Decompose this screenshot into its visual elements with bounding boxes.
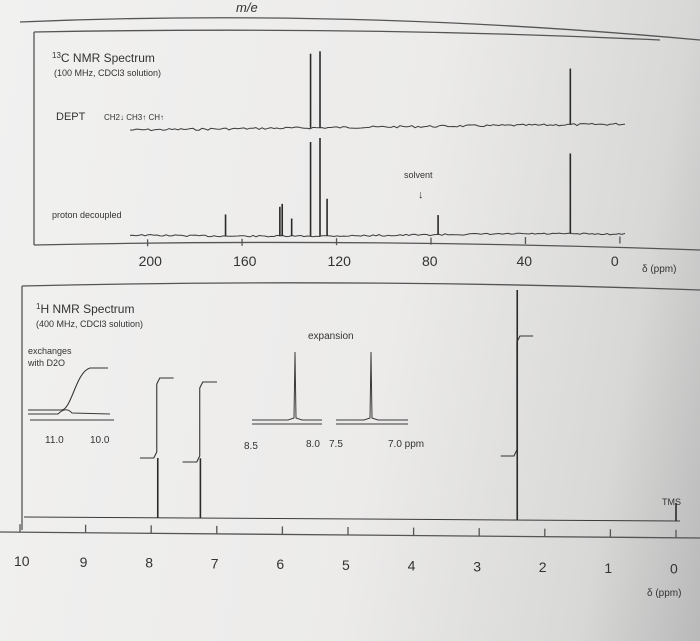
mass-spectrum-axis-remnant xyxy=(19,17,700,41)
exchange-tick-11: 11.0 xyxy=(45,435,64,446)
dept-peaks-group xyxy=(309,51,572,128)
dept-baseline xyxy=(129,122,626,132)
h1-integral-1 xyxy=(182,381,217,463)
c13-tick-label-2: 120 xyxy=(328,253,352,269)
h1-tick-label-10: 0 xyxy=(670,561,678,577)
exchange-tick-10: 10.0 xyxy=(90,435,110,446)
c13-title-sup: 13 xyxy=(52,51,61,60)
h1-tick-label-1: 9 xyxy=(80,554,88,570)
c13-tick-label-0: 200 xyxy=(139,253,163,269)
c13-top-border xyxy=(33,29,661,41)
h1-x-axis xyxy=(0,531,700,539)
exchange-label-line2: with D2O xyxy=(27,358,65,368)
h1-tick-label-6: 4 xyxy=(408,558,416,574)
h1-tick-label-8: 2 xyxy=(539,559,547,575)
proton-decoupled-label: proton decoupled xyxy=(52,210,122,220)
h1-tick-label-7: 3 xyxy=(473,558,481,574)
decoupled-baseline xyxy=(129,232,626,238)
h1-subtitle: (400 MHz, CDCl3 solution) xyxy=(36,319,143,329)
decoupled-peaks-group xyxy=(224,138,572,237)
h1-title-sup: 1 xyxy=(36,302,41,311)
tms-label: TMS xyxy=(662,497,681,507)
expansion-tick-8-0: 8.0 xyxy=(306,439,320,450)
c13-title-rest: C NMR Spectrum xyxy=(61,51,155,65)
c13-subtitle: (100 MHz, CDCl3 solution) xyxy=(54,68,161,78)
solvent-arrow-icon: ↓ xyxy=(418,189,424,201)
h1-tick-label-2: 8 xyxy=(145,555,153,571)
solvent-label: solvent xyxy=(404,170,433,180)
exchange-label-line1: exchanges xyxy=(28,346,72,356)
expansion-peak-right xyxy=(336,351,408,421)
c13-tick-label-3: 80 xyxy=(422,253,438,269)
h1-tick-label-4: 6 xyxy=(276,556,284,572)
c13-x-axis-label: δ (ppm) xyxy=(642,264,676,275)
h1-tick-label-9: 1 xyxy=(604,560,612,576)
h1-top-border xyxy=(21,282,700,291)
c13-tick-label-1: 160 xyxy=(233,253,257,269)
h1-ticks-group: 10 9 8 7 6 5 4 3 2 1 0 xyxy=(14,524,678,577)
h1-tick-label-5: 5 xyxy=(342,557,350,573)
c13-ticks-group: 200 160 120 80 40 0 xyxy=(139,236,621,269)
c13-tick-label-4: 40 xyxy=(516,253,532,269)
expansion-tick-7-5: 7.5 xyxy=(329,439,343,450)
mz-axis-label: m/e xyxy=(236,0,258,15)
expansion-tick-7-0: 7.0 ppm xyxy=(388,439,424,450)
h1-title-rest: H NMR Spectrum xyxy=(40,302,134,316)
exchange-integral-trace xyxy=(28,367,108,411)
dept-label: DEPT xyxy=(56,111,86,123)
h1-title: 1H NMR Spectrum xyxy=(36,302,134,316)
expansion-label: expansion xyxy=(308,331,354,342)
c13-tick-label-5: 0 xyxy=(611,253,619,269)
c13-x-axis xyxy=(33,241,700,251)
h1-nmr-panel: 1H NMR Spectrum (400 MHz, CDCl3 solution… xyxy=(0,282,700,599)
exchange-peak-trace xyxy=(28,409,111,415)
expansion-peak-left xyxy=(252,351,322,421)
h1-peaks-group xyxy=(156,289,677,521)
h1-baseline xyxy=(23,516,681,522)
h1-integral-0 xyxy=(139,377,174,459)
dept-legend: CH2↓ CH3↑ CH↑ xyxy=(104,113,164,122)
h1-tick-label-0: 10 xyxy=(14,553,30,569)
h1-x-axis-label: δ (ppm) xyxy=(647,588,681,599)
h1-tick-label-3: 7 xyxy=(211,555,219,571)
c13-title: 13C NMR Spectrum xyxy=(52,51,155,65)
c13-nmr-panel: 13C NMR Spectrum (100 MHz, CDCl3 solutio… xyxy=(33,29,700,275)
expansion-tick-8-5: 8.5 xyxy=(244,441,258,452)
